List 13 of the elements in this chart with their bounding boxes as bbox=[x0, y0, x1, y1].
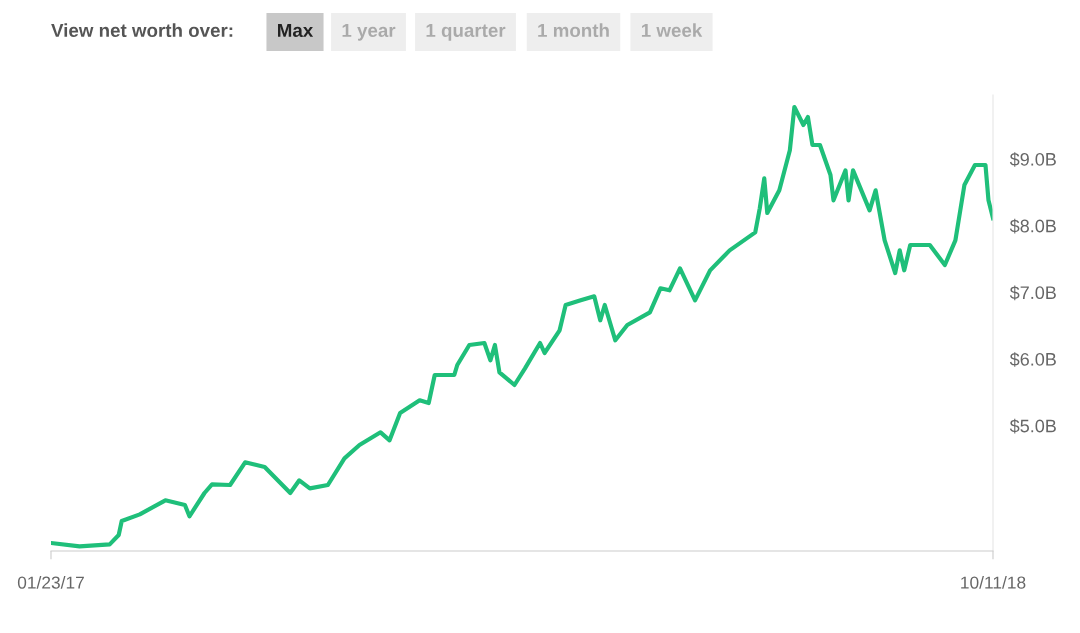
text: 1 year bbox=[342, 23, 396, 41]
y-tick-label: $5.0B bbox=[1009, 418, 1056, 434]
text: 1 quarter bbox=[426, 23, 506, 41]
y-tick-label: $9.0B bbox=[1009, 152, 1056, 167]
y-tick-label: $8.0B bbox=[1009, 218, 1056, 234]
text: Max bbox=[278, 23, 314, 38]
text: 1 week bbox=[641, 23, 703, 38]
y-tick-label: $6.0B bbox=[1009, 352, 1056, 367]
text: View net worth over: bbox=[51, 23, 233, 38]
x-tick-label: 10/11/18 bbox=[961, 576, 1026, 589]
text: 1 month bbox=[538, 23, 609, 38]
x-tick-label: 01/23/17 bbox=[17, 576, 84, 589]
y-tick-label: $7.0B bbox=[1009, 285, 1056, 301]
